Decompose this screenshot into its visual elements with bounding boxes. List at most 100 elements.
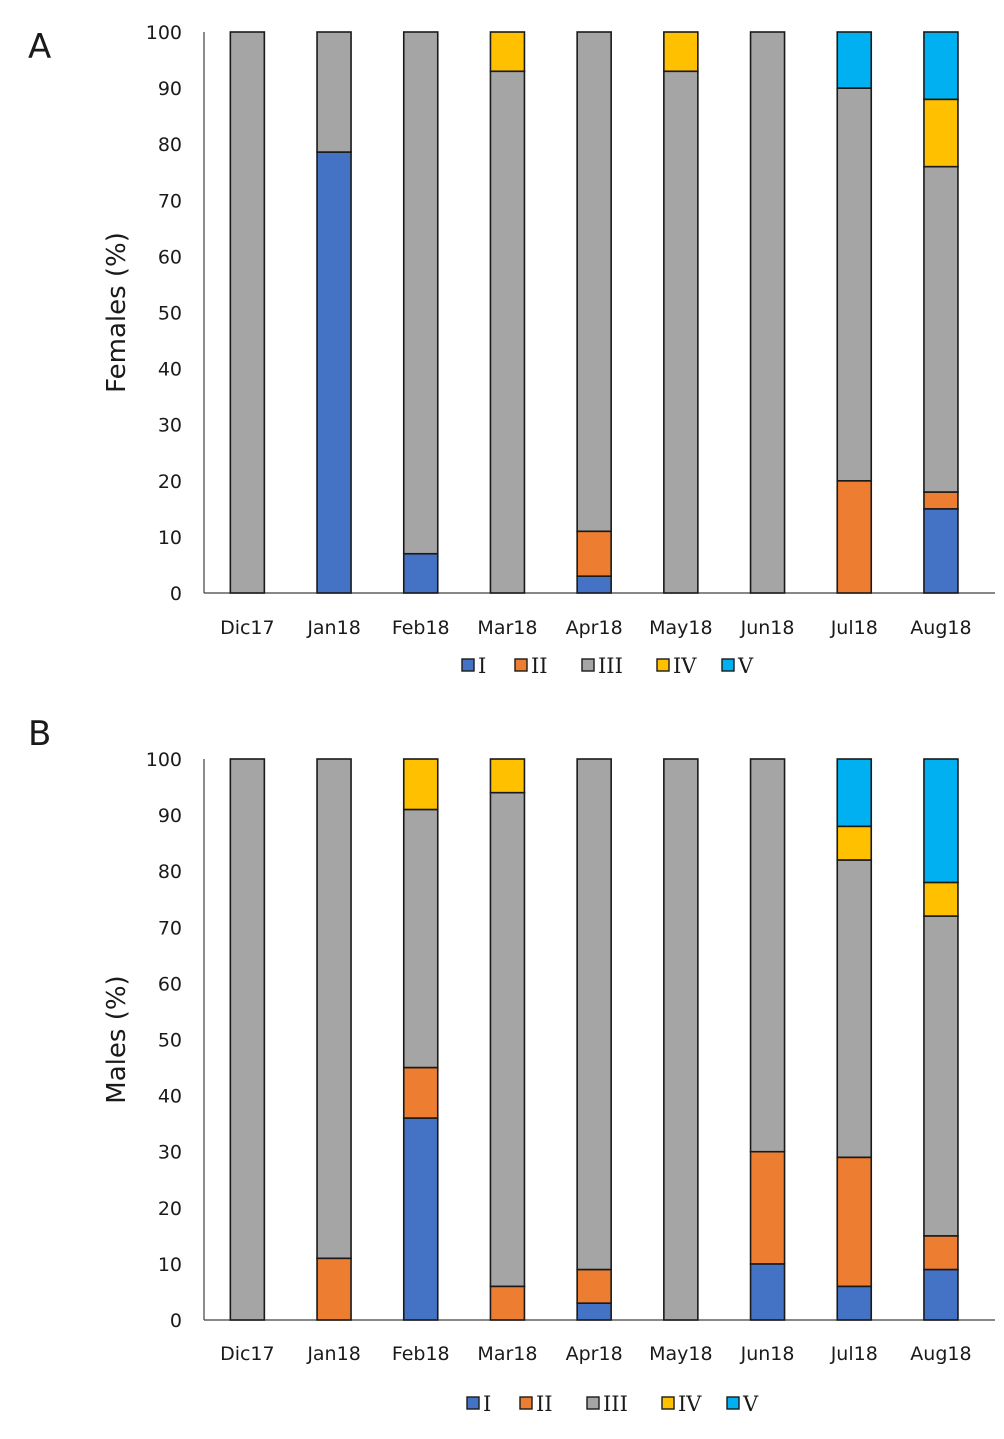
bar-segment-iii-dic17 — [229, 758, 266, 1321]
bar-segment-ii-jan18 — [316, 1257, 352, 1321]
x-tick-label: Aug18 — [910, 1343, 971, 1365]
bar-segment-ii-apr18 — [576, 530, 612, 577]
legend-swatch-i — [466, 1396, 480, 1410]
bar-segment-iv-mar18 — [489, 758, 526, 794]
bar-segment-ii-aug18 — [923, 491, 959, 510]
bar-segment-i-feb18 — [402, 552, 439, 594]
bar-segment-iii-dic17 — [229, 31, 266, 594]
bar-segment-ii-jul18 — [836, 479, 873, 594]
legend-label-iv: IV — [673, 654, 697, 678]
bar-segment-i-apr18 — [576, 1302, 612, 1321]
y-tick-label: 100 — [146, 22, 182, 44]
y-tick-label: 80 — [158, 134, 182, 156]
x-tick-label: Jun18 — [740, 1343, 795, 1365]
bar-segment-v-jul18 — [836, 31, 873, 89]
bar-segment-i-jun18 — [749, 1263, 786, 1321]
y-tick-label: 0 — [170, 583, 182, 605]
bar-segment-iii-jun18 — [749, 758, 786, 1153]
x-tick-label: Jan18 — [306, 1343, 360, 1365]
bar-segment-iv-mar18 — [489, 31, 526, 73]
y-tick-label: 50 — [158, 1030, 182, 1052]
bar-segment-iii-apr18 — [576, 758, 612, 1271]
legend-swatch-iv — [656, 658, 670, 672]
legend-swatch-ii — [514, 658, 528, 672]
x-tick-label: Feb18 — [392, 617, 450, 639]
y-tick-label: 30 — [158, 1142, 182, 1164]
bar-segment-iii-jul18 — [836, 859, 873, 1159]
x-tick-label: Feb18 — [392, 1343, 450, 1365]
y-tick-label: 10 — [158, 1254, 182, 1276]
y-tick-label: 100 — [146, 749, 182, 771]
y-tick-label: 60 — [158, 973, 182, 995]
bar-segment-iii-jul18 — [836, 87, 873, 482]
y-tick-label: 60 — [158, 246, 182, 268]
y-tick-label: 90 — [158, 78, 182, 100]
legend-swatch-iii — [586, 1396, 600, 1410]
x-tick-label: Mar18 — [477, 1343, 537, 1365]
legend-swatch-v — [721, 658, 735, 672]
legend-swatch-ii — [519, 1396, 533, 1410]
y-tick-label: 20 — [158, 1198, 182, 1220]
x-tick-label: Aug18 — [910, 617, 971, 639]
bar-segment-iii-may18 — [663, 758, 699, 1321]
bar-segment-ii-mar18 — [489, 1285, 526, 1321]
y-tick-label: 40 — [158, 1086, 182, 1108]
legend-swatch-iv — [661, 1396, 675, 1410]
y-tick-label: 80 — [158, 861, 182, 883]
bar-segment-i-feb18 — [402, 1117, 439, 1321]
bar-segment-ii-feb18 — [402, 1066, 439, 1119]
bar-segment-iii-jun18 — [749, 31, 786, 594]
bar-segment-iii-feb18 — [402, 31, 439, 555]
legend-label-iii: III — [598, 654, 623, 678]
y-axis-title: Females (%) — [102, 232, 132, 393]
panel-letter: A — [28, 27, 51, 67]
y-axis-title: Males (%) — [102, 975, 132, 1103]
bar-segment-i-apr18 — [576, 575, 612, 594]
bar-segment-iv-feb18 — [402, 758, 439, 811]
bar-segment-iv-aug18 — [923, 98, 959, 168]
bar-segment-iv-may18 — [663, 31, 699, 73]
bar-segment-i-aug18 — [923, 1268, 959, 1321]
bar-segment-i-aug18 — [923, 508, 959, 594]
bar-segment-v-aug18 — [923, 31, 959, 101]
y-tick-label: 30 — [158, 415, 182, 437]
bar-segment-iii-may18 — [663, 70, 699, 594]
x-tick-label: Jun18 — [740, 617, 795, 639]
bar-segment-v-aug18 — [923, 758, 959, 884]
bar-segment-iv-jul18 — [836, 825, 873, 861]
legend-label-v: V — [742, 1392, 759, 1416]
x-tick-label: Jan18 — [306, 617, 360, 639]
y-tick-label: 0 — [170, 1310, 182, 1332]
bar-segment-ii-jul18 — [836, 1156, 873, 1288]
bar-segment-ii-aug18 — [923, 1235, 959, 1271]
legend-label-iii: III — [603, 1392, 628, 1416]
x-tick-label: Jul18 — [830, 1343, 878, 1365]
y-tick-label: 10 — [158, 527, 182, 549]
y-tick-label: 20 — [158, 471, 182, 493]
legend-label-i: I — [483, 1392, 491, 1416]
bar-segment-ii-jun18 — [749, 1150, 786, 1265]
legend-label-v: V — [737, 654, 754, 678]
x-tick-label: May18 — [649, 617, 712, 639]
y-tick-label: 50 — [158, 303, 182, 325]
legend-label-ii: II — [531, 654, 548, 678]
legend-swatch-iii — [581, 658, 595, 672]
y-tick-label: 90 — [158, 805, 182, 827]
legend-label-iv: IV — [678, 1392, 702, 1416]
bar-segment-ii-apr18 — [576, 1268, 612, 1304]
y-tick-label: 40 — [158, 359, 182, 381]
x-tick-label: May18 — [649, 1343, 712, 1365]
legend-label-ii: II — [536, 1392, 553, 1416]
panel-letter: B — [28, 714, 51, 754]
x-tick-label: Apr18 — [566, 1343, 623, 1365]
y-tick-label: 70 — [158, 917, 182, 939]
bar-segment-iii-mar18 — [489, 791, 526, 1288]
bar-segment-i-jul18 — [836, 1285, 873, 1321]
x-tick-label: Apr18 — [566, 617, 623, 639]
bar-segment-iii-mar18 — [489, 70, 526, 594]
legend-swatch-v — [726, 1396, 740, 1410]
legend-swatch-i — [461, 658, 475, 672]
bar-segment-iii-aug18 — [923, 165, 959, 493]
bar-segment-v-jul18 — [836, 758, 873, 828]
